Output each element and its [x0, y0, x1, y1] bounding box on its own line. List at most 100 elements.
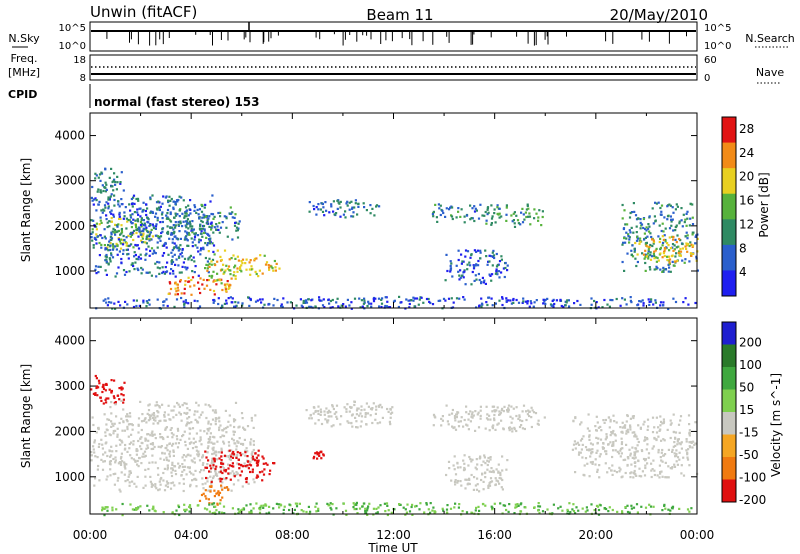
echo-cell — [440, 424, 443, 427]
echo-cell — [512, 407, 515, 410]
echo-cell — [528, 305, 531, 308]
echo-cell — [203, 228, 206, 231]
colorbar-segment — [722, 168, 736, 195]
echo-cell — [625, 432, 628, 435]
echo-cell — [250, 419, 253, 422]
echo-cell — [485, 417, 489, 420]
echo-cell — [643, 439, 646, 442]
echo-cell — [575, 506, 578, 509]
echo-cell — [154, 510, 157, 513]
echo-cell — [571, 448, 574, 451]
echo-cell — [97, 445, 100, 448]
echo-cell — [333, 412, 336, 415]
echo-cell — [595, 504, 599, 507]
echo-cell — [475, 506, 478, 509]
echo-cell — [479, 203, 482, 206]
echo-cell — [272, 462, 275, 465]
echo-cell — [118, 387, 121, 390]
echo-cell — [470, 473, 473, 477]
echo-cell — [453, 426, 456, 429]
echo-cell — [118, 215, 121, 218]
echo-cell — [237, 458, 240, 461]
echo-cell — [483, 454, 486, 457]
echo-cell — [484, 504, 487, 507]
echo-cell — [130, 226, 133, 229]
echo-cell — [219, 499, 222, 502]
echo-cell — [164, 484, 167, 487]
echo-cell — [102, 299, 105, 302]
echo-cell — [510, 427, 513, 430]
echo-cell — [142, 232, 145, 235]
echo-cell — [133, 211, 136, 214]
echo-cell — [318, 454, 321, 457]
echo-cell — [445, 473, 448, 477]
echo-cell — [364, 415, 367, 418]
echo-cell — [629, 476, 632, 479]
echo-cell — [162, 270, 165, 273]
echo-cell — [591, 443, 594, 446]
echo-cell — [107, 397, 110, 400]
echo-cell — [197, 274, 200, 277]
echo-cell — [179, 279, 182, 282]
echo-cell — [178, 513, 181, 517]
echo-cell — [220, 459, 223, 462]
echo-cell — [391, 406, 394, 409]
echo-cell — [479, 417, 482, 420]
echo-cell — [254, 459, 257, 462]
echo-cell — [635, 450, 638, 453]
echo-cell — [614, 434, 617, 437]
echo-cell — [561, 509, 564, 512]
echo-cell — [224, 468, 228, 472]
echo-cell — [658, 464, 661, 467]
echo-cell — [653, 250, 656, 253]
echo-cell — [484, 462, 487, 465]
echo-cell — [221, 268, 224, 271]
echo-cell — [629, 428, 632, 431]
echo-cell — [202, 492, 205, 495]
echo-cell — [483, 214, 486, 217]
echo-cell — [457, 258, 460, 262]
echo-cell — [206, 447, 209, 450]
echo-cell — [662, 420, 666, 423]
echo-cell — [634, 461, 637, 464]
echo-cell — [675, 246, 678, 249]
echo-cell — [184, 280, 187, 283]
echo-cell — [144, 437, 147, 440]
echo-cell — [360, 409, 363, 412]
echo-cell — [589, 442, 593, 445]
echo-cell — [281, 305, 284, 308]
echo-cell — [456, 466, 460, 469]
echo-cell — [515, 505, 518, 508]
echo-cell — [110, 391, 113, 394]
echo-cell — [131, 213, 134, 216]
echo-cell — [673, 463, 676, 466]
echo-cell — [181, 265, 184, 268]
echo-cell — [210, 228, 213, 231]
echo-cell — [172, 450, 175, 453]
echo-cell — [517, 301, 521, 304]
echo-cell — [145, 237, 148, 241]
echo-cell — [688, 464, 691, 467]
echo-cell — [686, 250, 689, 253]
echo-cell — [666, 218, 669, 221]
echo-cell — [129, 471, 132, 474]
date-title: 20/May/2010 — [610, 6, 708, 24]
echo-cell — [140, 447, 143, 451]
echo-cell — [328, 503, 331, 506]
echo-cell — [207, 278, 210, 282]
echo-cell — [146, 207, 149, 210]
echo-cell — [612, 429, 615, 433]
echo-cell — [611, 473, 614, 476]
echo-cell — [647, 223, 650, 226]
echo-cell — [651, 207, 654, 210]
echo-cell — [463, 454, 466, 457]
velocity-y-label: Slant Range [km] — [19, 364, 33, 468]
echo-cell — [183, 508, 186, 511]
echo-cell — [471, 411, 474, 414]
echo-cell — [487, 418, 490, 421]
echo-cell — [530, 406, 533, 409]
echo-cell — [590, 303, 593, 306]
echo-cell — [659, 213, 662, 216]
echo-cell — [209, 432, 212, 435]
echo-cell — [486, 263, 489, 266]
